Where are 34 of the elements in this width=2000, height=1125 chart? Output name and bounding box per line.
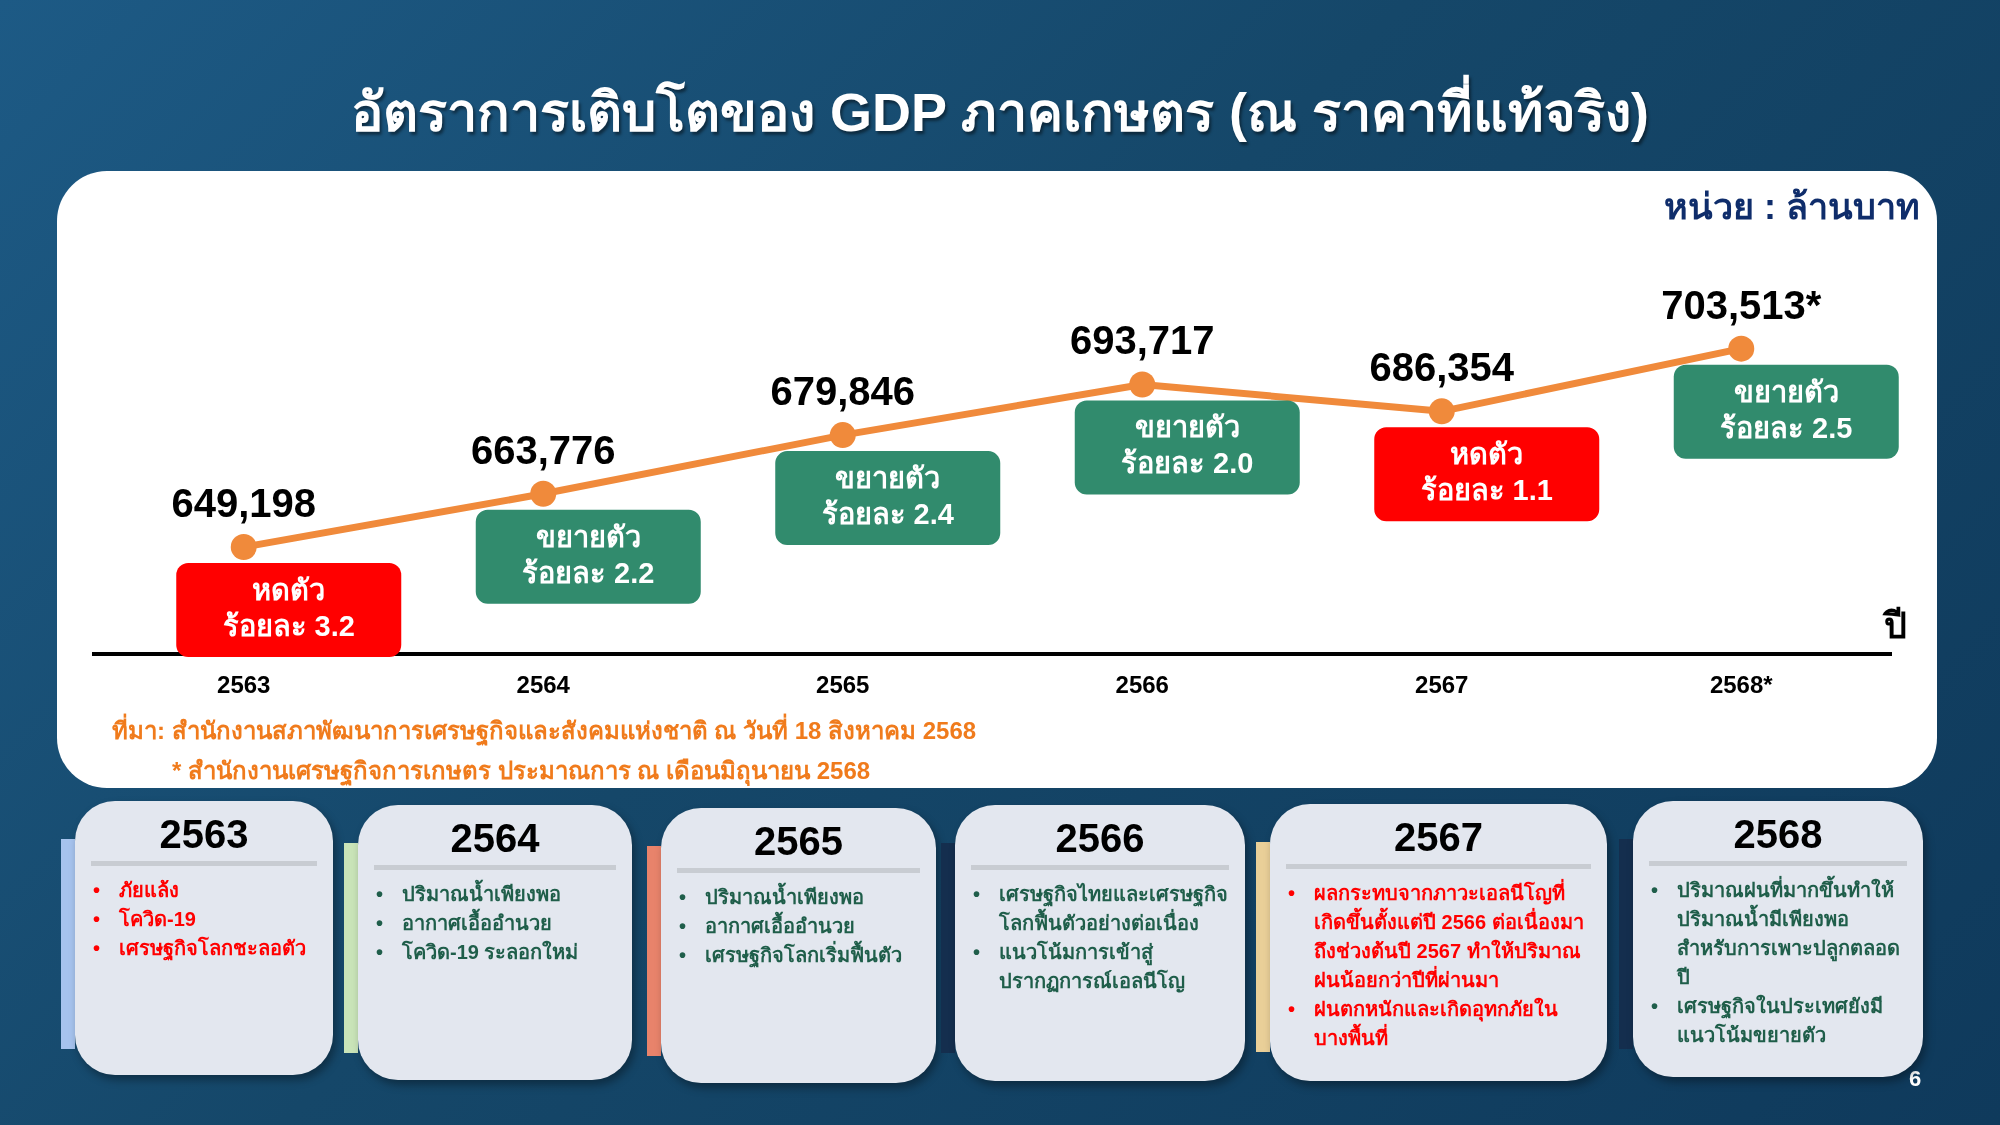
point: [230, 534, 257, 561]
info-card: 2567 • ผลกระทบจากภาวะเอลนีโญที่เกิดขึ้นตั้งแต่ปี 2566 ต่อเนื่องมาถึงช่วงต้นปี 2567 ทำให้ปริมาณฝนน้อยกว่าปีที่ผ่านมา • ฝนตกหนักและเกิดอุทกภัยในบางพื้นที่: [1270, 804, 1607, 1081]
info-card: 2566 • เศรษฐกิจไทยและเศรษฐกิจโลกฟื้นตัวอย่างต่อเนื่อง • แนวโน้มการเข้าสู่ปรากฏการณ์เอลนีโญ: [955, 805, 1245, 1081]
info-card: 2563 • ภัยแล้ง • โควิด-19 • เศรษฐกิจโลกชะลอตัว: [75, 801, 333, 1075]
data-label: 663,776: [470, 427, 616, 472]
point: [1129, 371, 1156, 398]
data-label: 686,354: [1369, 345, 1515, 390]
annotation: ขยายตัว ร้อยละ 2.5: [1720, 375, 1853, 444]
point: [829, 422, 856, 449]
data-label: 679,846: [770, 369, 916, 414]
data-label: 649,198: [171, 481, 317, 526]
y-axis-title: หน่วย : ล้านบาท: [1664, 185, 1920, 229]
annotation: หดตัว ร้อยละ 1.1: [1420, 438, 1553, 507]
x-tick-label: 2564: [516, 671, 571, 699]
point: [530, 480, 557, 507]
annotation: ขยายตัว ร้อยละ 2.0: [1121, 411, 1254, 480]
text: ที่มา: สำนักงานสภาพัฒนาการเศรษฐกิจและสังคมแห่งชาติ ณ วันที่ 18 สิงหาคม 2568: [112, 712, 977, 748]
annotation: ขยายตัว ร้อยละ 2.4: [821, 462, 954, 531]
x-tick-label: 2563: [217, 671, 271, 699]
point: [1428, 398, 1455, 425]
annotation: ขยายตัว ร้อยละ 2.2: [522, 520, 655, 589]
x-tick-label: 2568*: [1709, 671, 1774, 699]
info-card: 2564 • ปริมาณน้ำเพียงพอ • อากาศเอื้ออำนวย • โควิด-19 ระลอกใหม่: [358, 805, 632, 1080]
data-label: 693,717: [1069, 318, 1215, 363]
chart-title: อัตราการเติบโตของ GDP ภาคเกษตร (ณ ราคาที่แท้จริง): [350, 76, 1650, 144]
x-axis-title: ปี: [1881, 605, 1907, 647]
info-card: 2565 • ปริมาณน้ำเพียงพอ • อากาศเอื้ออำนวย • เศรษฐกิจโลกเริ่มฟื้นตัว: [661, 808, 936, 1083]
text: * สำนักงานเศรษฐกิจการเกษตร ประมาณการ ณ เดือนมิถุนายน 2568: [172, 756, 871, 788]
annotation: หดตัว ร้อยละ 3.2: [222, 574, 355, 643]
x-tick-label: 2566: [1115, 671, 1169, 699]
x-tick-label: 2565: [816, 671, 870, 699]
x-tick-label: 2567: [1415, 671, 1469, 699]
data-label: 703,513*: [1661, 282, 1822, 327]
point: [1728, 335, 1755, 362]
